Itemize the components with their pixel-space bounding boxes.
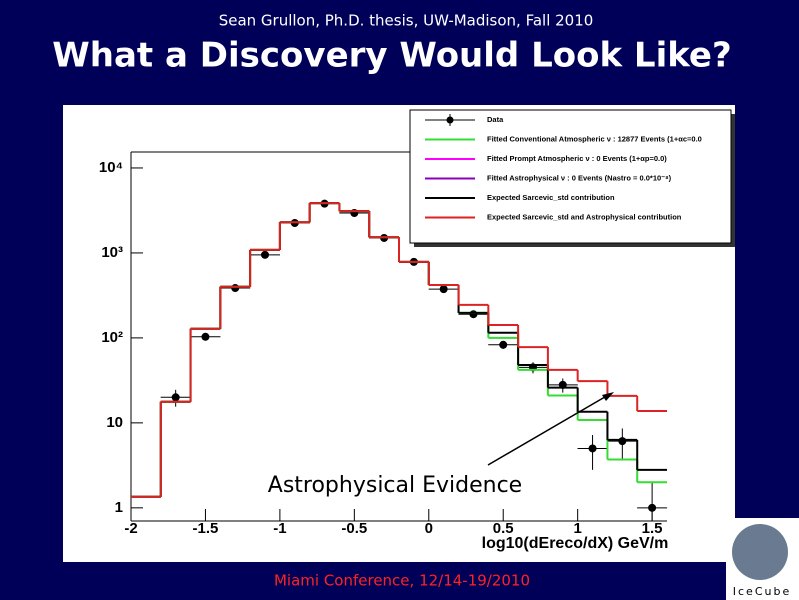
data-point	[618, 437, 627, 446]
x-tick-label: -1.5	[193, 520, 219, 537]
slide-subtitle: Sean Grullon, Ph.D. thesis, UW-Madison, …	[219, 12, 594, 30]
legend-label: Fitted Conventional Atmospheric ν : 1287…	[487, 134, 702, 143]
data-point	[171, 393, 180, 402]
x-tick-label: 0	[425, 520, 433, 537]
y-tick-label: 10²	[101, 329, 123, 346]
legend-label: Data	[487, 115, 504, 124]
footer: Miami Conference, 12/14-19/2010	[274, 572, 530, 590]
logo-text: IceCube	[733, 585, 791, 598]
y-tick-label: 1	[115, 499, 123, 516]
x-tick-label: -0.5	[341, 520, 367, 537]
y-tick-label: 10	[106, 414, 123, 431]
data-point	[231, 284, 240, 293]
x-tick-label: 1.5	[642, 520, 663, 537]
x-axis-label: log10(dEreco/dX) GeV/m	[482, 535, 669, 552]
legend-label: Fitted Astrophysical ν : 0 Events (Nastr…	[487, 173, 672, 182]
data-point	[588, 444, 597, 453]
data-point	[439, 285, 448, 294]
arrow-head	[602, 392, 614, 401]
logo-globe	[732, 524, 788, 580]
y-tick-label: 10⁴	[99, 159, 123, 176]
legend-label: Expected Sarcevic_std and Astrophysical …	[487, 212, 682, 221]
y-tick-label: 10³	[101, 244, 123, 261]
slide-title: What a Discovery Would Look Like?	[52, 36, 731, 76]
data-point	[201, 332, 210, 341]
x-tick-label: 1	[573, 520, 581, 537]
data-point	[261, 250, 269, 259]
legend-label: Fitted Prompt Atmospheric ν : 0 Events (…	[487, 154, 667, 163]
data-point	[648, 503, 657, 512]
data-point	[469, 310, 478, 319]
x-tick-label: -1	[273, 520, 286, 537]
legend-swatch	[446, 116, 454, 124]
data-point	[499, 340, 508, 349]
legend	[409, 109, 732, 244]
annotation: Astrophysical Evidence	[268, 473, 522, 498]
annotation-arrow	[487, 393, 611, 466]
legend-label: Expected Sarcevic_std contribution	[487, 193, 615, 202]
x-tick-label: -2	[124, 520, 137, 537]
x-tick-label: 0.5	[493, 520, 514, 537]
